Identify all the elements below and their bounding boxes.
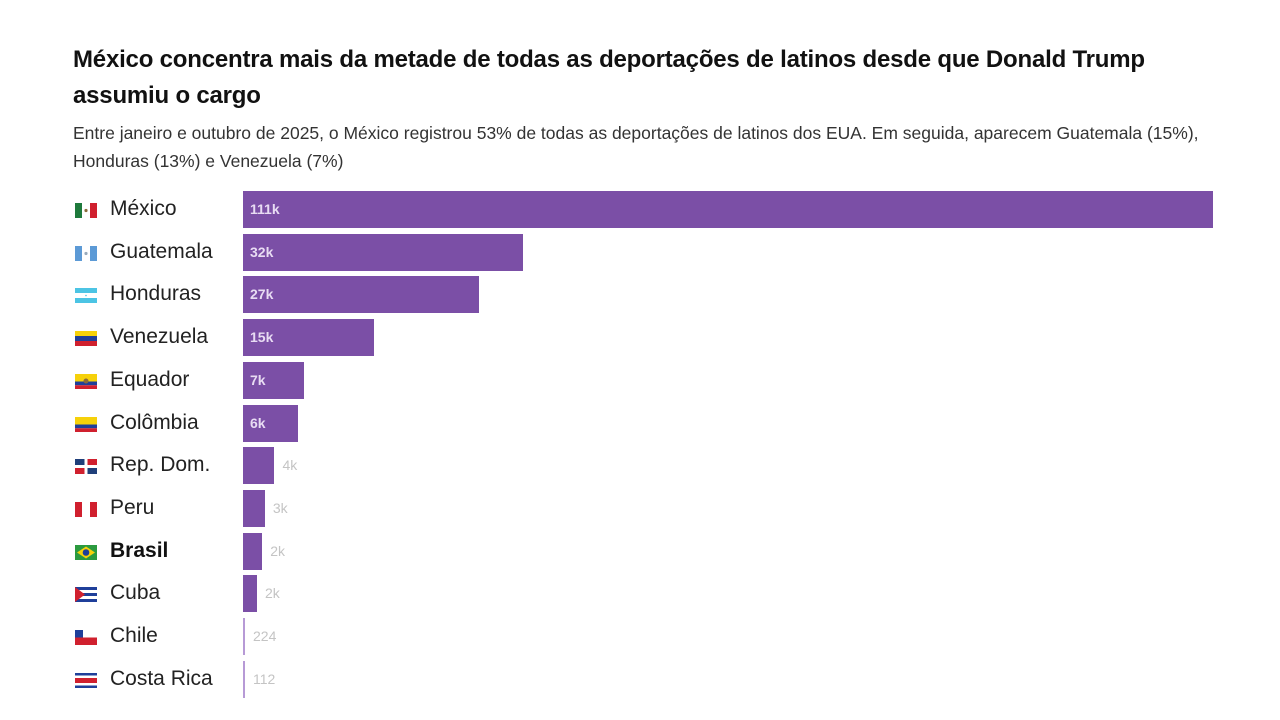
data-label: 7k <box>250 371 266 388</box>
bar-row: Honduras 27k <box>0 274 1280 316</box>
data-label: 4k <box>282 457 298 474</box>
bar-row: México 111k <box>0 189 1280 231</box>
data-label: 6k <box>250 414 266 431</box>
category-label: Equador <box>110 367 190 391</box>
bar-row: Colômbia 6k <box>0 403 1280 445</box>
category-label: México <box>110 197 177 220</box>
category-label: Brasil <box>110 538 169 562</box>
bar <box>243 361 305 399</box>
chart-title: México concentra mais da metade de todas… <box>73 46 1145 109</box>
bar <box>243 319 375 357</box>
costa-rica-flag-icon <box>75 672 97 688</box>
bar-row: Brasil 2k <box>0 531 1280 573</box>
bar-row: Chile 224 <box>0 616 1280 658</box>
data-label: 111k <box>250 201 280 217</box>
bar <box>243 191 1213 228</box>
bar <box>243 489 265 527</box>
data-label: 3k <box>272 499 288 516</box>
mexico-flag-icon <box>75 203 97 218</box>
ecuador-flag-icon <box>75 373 97 389</box>
bar <box>243 276 479 314</box>
data-label: 2k <box>270 542 286 559</box>
bar <box>243 233 523 271</box>
category-label: Costa Rica <box>110 666 213 690</box>
cuba-flag-icon <box>75 587 97 603</box>
data-label: 32k <box>250 243 274 260</box>
dominican-republic-flag-icon <box>75 459 97 475</box>
bar-row: Equador 7k <box>0 360 1280 402</box>
bar <box>243 447 275 485</box>
bar <box>243 660 245 698</box>
data-label: 112 <box>253 670 276 687</box>
data-label: 224 <box>253 628 277 644</box>
colombia-flag-icon <box>75 416 97 432</box>
category-label: Rep. Dom. <box>110 453 211 477</box>
category-label: Chile <box>110 624 158 647</box>
honduras-flag-icon <box>75 288 97 304</box>
data-label: 27k <box>250 286 274 303</box>
bar-row: Costa Rica 112 <box>0 659 1280 701</box>
bar <box>243 618 245 655</box>
category-label: Venezuela <box>110 325 209 349</box>
category-label: Cuba <box>110 581 161 605</box>
brazil-flag-icon <box>75 544 97 560</box>
category-label: Peru <box>110 495 155 519</box>
chile-flag-icon <box>75 630 97 645</box>
category-label: Guatemala <box>110 239 213 263</box>
data-label: 2k <box>264 585 280 602</box>
peru-flag-icon <box>75 501 97 517</box>
category-label: Honduras <box>110 282 202 306</box>
bar-row: Venezuela 15k <box>0 317 1280 359</box>
data-label: 15k <box>250 329 274 346</box>
chart-subtitle: Entre janeiro e outubro de 2025, o Méxic… <box>73 123 1199 171</box>
bar <box>243 575 257 613</box>
bar <box>243 532 263 570</box>
guatemala-flag-icon <box>75 245 97 261</box>
venezuela-flag-icon <box>75 331 97 347</box>
category-label: Colômbia <box>110 410 199 434</box>
bar-row: Rep. Dom. 4k <box>0 445 1280 487</box>
bar <box>243 404 299 442</box>
bar-row: Guatemala 32k <box>0 232 1280 274</box>
bar-row: Peru 3k <box>0 488 1280 530</box>
bar-row: Cuba 2k <box>0 573 1280 615</box>
